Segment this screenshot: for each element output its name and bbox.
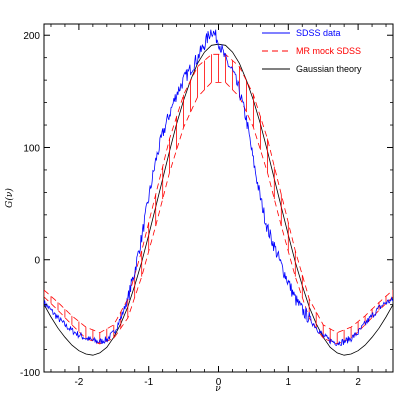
x-tick-label: -1	[144, 377, 153, 388]
y-axis-label: G(ν)	[4, 188, 15, 208]
x-tick-label: 1	[286, 377, 292, 388]
series-sdss-data	[44, 29, 393, 347]
x-tick-label: -2	[74, 377, 83, 388]
ticks-layer: -2 -1 0 1 2 -100 0 100 200	[20, 24, 393, 388]
legend-label-gaussian: Gaussian theory	[296, 64, 362, 74]
y-tick-label: 0	[34, 256, 40, 267]
series-mock-upper	[44, 53, 393, 334]
x-axis-label: ν	[215, 384, 221, 394]
legend-label-sdss: SDSS data	[296, 28, 341, 38]
y-tick-label: 100	[23, 143, 40, 154]
mock-band-hatching	[44, 54, 393, 344]
y-tick-label: 200	[23, 31, 40, 42]
data-layer	[44, 29, 393, 356]
y-tick-label: -100	[20, 368, 40, 379]
x-tick-label: 2	[355, 377, 361, 388]
series-gaussian-theory	[44, 43, 393, 356]
x-tick-label: 0	[216, 377, 222, 388]
legend-label-mock: MR mock SDSS	[296, 46, 361, 56]
legend: SDSS data MR mock SDSS Gaussian theory	[262, 28, 362, 74]
series-mock-lower	[44, 82, 393, 345]
